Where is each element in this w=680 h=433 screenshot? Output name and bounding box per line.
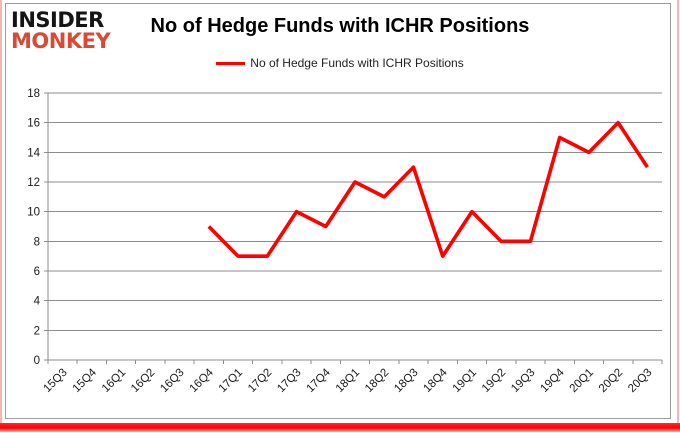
y-tick-label: 0 bbox=[34, 355, 40, 367]
x-tick-label: 15Q4 bbox=[71, 366, 100, 395]
x-tick-label: 18Q3 bbox=[392, 367, 420, 395]
y-tick-label: 2 bbox=[34, 325, 40, 337]
x-tick-label: 18Q2 bbox=[363, 367, 391, 395]
data-series-line bbox=[207, 120, 649, 258]
y-tick-label: 14 bbox=[27, 147, 40, 159]
x-tick-label: 17Q4 bbox=[304, 366, 333, 395]
x-tick-label: 19Q4 bbox=[538, 366, 567, 395]
x-tick-label: 20Q1 bbox=[568, 367, 596, 395]
y-tick-label: 16 bbox=[27, 118, 40, 130]
legend-line-swatch bbox=[216, 61, 246, 65]
pink-side-border bbox=[677, 0, 679, 425]
red-bottom-border bbox=[0, 423, 680, 432]
x-tick-label: 18Q4 bbox=[421, 366, 450, 395]
y-tick-label: 6 bbox=[34, 266, 40, 278]
logo-text-insider: INSIDER bbox=[11, 8, 104, 32]
pink-side-border bbox=[0, 0, 2, 425]
x-tick-label: 19Q2 bbox=[480, 367, 508, 395]
x-tick-label: 16Q1 bbox=[100, 367, 128, 395]
y-tick-label: 18 bbox=[27, 88, 40, 100]
insider-monkey-logo: INSIDER MONKEY bbox=[11, 8, 111, 54]
y-tick-label: 8 bbox=[34, 236, 40, 248]
y-tick-label: 12 bbox=[27, 177, 40, 189]
y-tick-label: 4 bbox=[34, 296, 41, 308]
logo-text-monkey: MONKEY bbox=[11, 29, 111, 54]
chart-legend: No of Hedge Funds with ICHR Positions bbox=[0, 55, 680, 71]
legend-label: No of Hedge Funds with ICHR Positions bbox=[250, 56, 464, 70]
y-tick-label: 10 bbox=[27, 207, 40, 219]
chart-title: No of Hedge Funds with ICHR Positions bbox=[150, 15, 530, 37]
x-tick-label: 16Q4 bbox=[188, 366, 217, 395]
x-tick-label: 17Q3 bbox=[275, 367, 303, 395]
x-tick-label: 20Q3 bbox=[626, 367, 654, 395]
x-tick-label: 20Q2 bbox=[597, 367, 625, 395]
x-tick-label: 16Q2 bbox=[129, 367, 157, 395]
x-tick-label: 16Q3 bbox=[158, 367, 186, 395]
x-tick-label: 19Q3 bbox=[509, 367, 537, 395]
x-tick-label: 17Q2 bbox=[246, 367, 274, 395]
x-tick-label: 17Q1 bbox=[217, 367, 245, 395]
x-tick-label: 18Q1 bbox=[334, 367, 362, 395]
x-tick-label: 19Q1 bbox=[451, 367, 479, 395]
x-tick-label: 15Q3 bbox=[41, 367, 69, 395]
